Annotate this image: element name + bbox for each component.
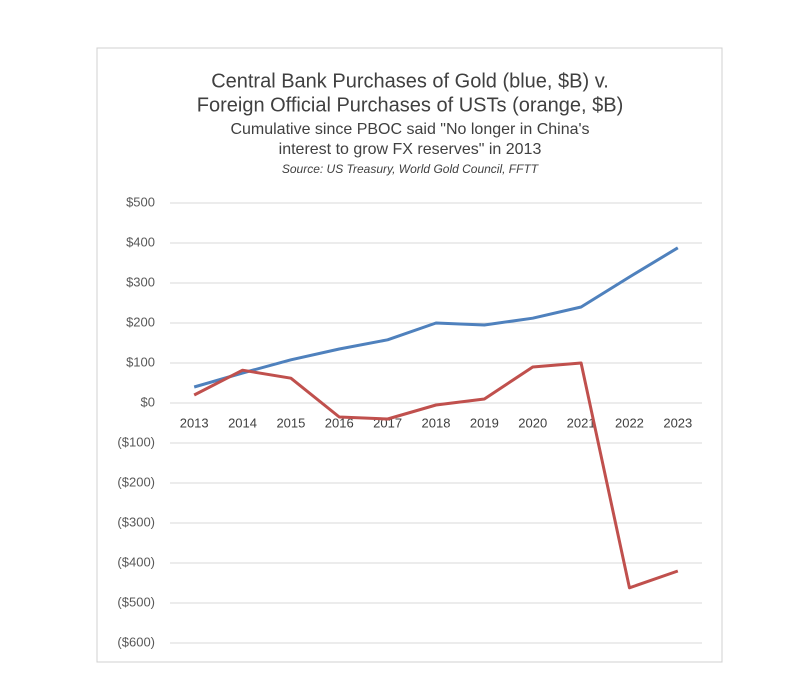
chart-frame: [96, 47, 723, 663]
chart-subtitle: Cumulative since PBOC said "No longer in…: [230, 121, 589, 138]
y-tick-label: $100: [126, 354, 155, 369]
y-tick-label: ($400): [117, 554, 155, 569]
y-tick-label: ($500): [117, 594, 155, 609]
y-tick-label: ($600): [117, 634, 155, 649]
chart-subtitle: interest to grow FX reserves" in 2013: [279, 141, 542, 158]
x-tick-label: 2013: [180, 415, 209, 430]
chart-title: Foreign Official Purchases of USTs (oran…: [197, 94, 623, 116]
x-tick-label: 2018: [422, 415, 451, 430]
y-tick-label: $0: [141, 394, 155, 409]
series-line: [193, 246, 679, 389]
y-tick-label: $500: [126, 194, 155, 209]
x-tick-label: 2019: [470, 415, 499, 430]
y-tick-label: $200: [126, 314, 155, 329]
y-tick-label: ($100): [117, 434, 155, 449]
x-tick-label: 2022: [615, 415, 644, 430]
x-tick-label: 2016: [325, 415, 354, 430]
x-tick-label: 2015: [276, 415, 305, 430]
y-tick-label: ($300): [117, 514, 155, 529]
series-line: [193, 361, 679, 590]
x-tick-label: 2021: [567, 415, 596, 430]
chart-source: Source: US Treasury, World Gold Council,…: [282, 162, 540, 176]
y-tick-label: $300: [126, 274, 155, 289]
x-tick-label: 2020: [518, 415, 547, 430]
y-tick-label: $400: [126, 234, 155, 249]
x-tick-label: 2014: [228, 415, 257, 430]
x-tick-label: 2023: [663, 415, 692, 430]
chart-title: Central Bank Purchases of Gold (blue, $B…: [211, 70, 609, 92]
y-tick-label: ($200): [117, 474, 155, 489]
